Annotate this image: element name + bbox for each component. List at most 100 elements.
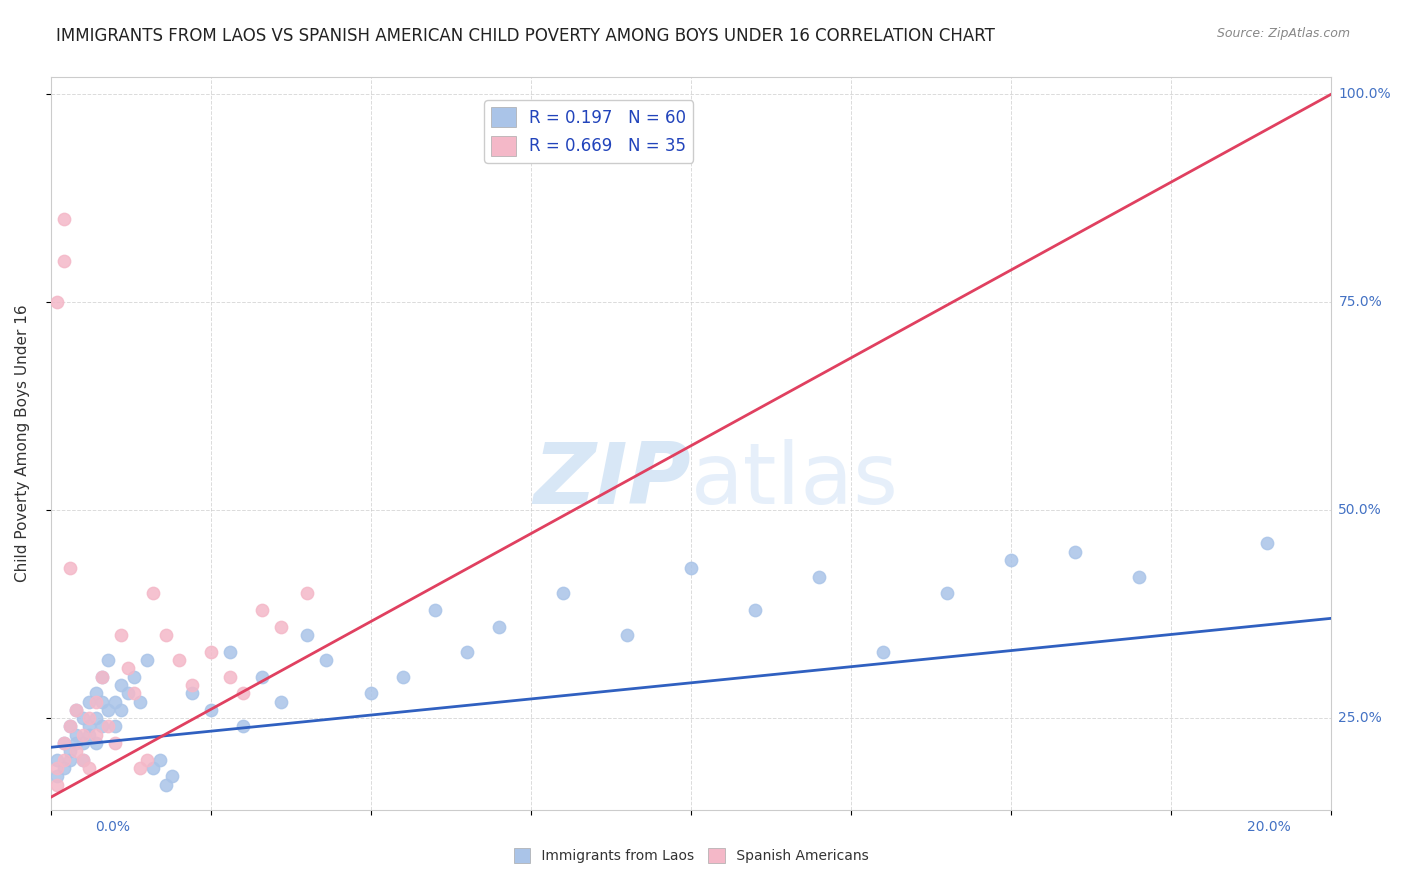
Point bbox=[104, 719, 127, 733]
Point bbox=[91, 669, 114, 683]
Point bbox=[46, 753, 69, 767]
Text: 75.0%: 75.0% bbox=[1339, 295, 1382, 310]
Point bbox=[200, 703, 222, 717]
Point bbox=[77, 728, 100, 742]
Point bbox=[117, 686, 139, 700]
Point bbox=[97, 703, 120, 717]
Point bbox=[149, 753, 172, 767]
Point bbox=[46, 761, 69, 775]
Point bbox=[616, 628, 638, 642]
Point bbox=[488, 620, 510, 634]
Text: 25.0%: 25.0% bbox=[1339, 711, 1382, 725]
Text: 100.0%: 100.0% bbox=[1339, 87, 1391, 101]
Point bbox=[232, 719, 254, 733]
Point bbox=[84, 736, 107, 750]
Text: IMMIGRANTS FROM LAOS VS SPANISH AMERICAN CHILD POVERTY AMONG BOYS UNDER 16 CORRE: IMMIGRANTS FROM LAOS VS SPANISH AMERICAN… bbox=[56, 27, 995, 45]
Point bbox=[59, 753, 82, 767]
Point bbox=[84, 694, 107, 708]
Point bbox=[77, 694, 100, 708]
Point bbox=[52, 736, 75, 750]
Point bbox=[250, 669, 273, 683]
Point bbox=[91, 669, 114, 683]
Point bbox=[65, 744, 87, 758]
Point bbox=[59, 719, 82, 733]
Point bbox=[110, 628, 132, 642]
Point bbox=[135, 653, 157, 667]
Point bbox=[129, 694, 152, 708]
Point bbox=[97, 653, 120, 667]
Point bbox=[1256, 536, 1278, 550]
Point bbox=[72, 753, 94, 767]
Point bbox=[91, 719, 114, 733]
Point bbox=[122, 669, 145, 683]
Point bbox=[808, 570, 831, 584]
Text: atlas: atlas bbox=[692, 439, 898, 522]
Point bbox=[250, 603, 273, 617]
Point bbox=[46, 769, 69, 783]
Point bbox=[270, 620, 292, 634]
Point bbox=[135, 753, 157, 767]
Point bbox=[142, 761, 165, 775]
Point bbox=[872, 644, 894, 658]
Point bbox=[59, 719, 82, 733]
Point bbox=[84, 711, 107, 725]
Point bbox=[162, 769, 184, 783]
Text: 0.0%: 0.0% bbox=[96, 820, 131, 834]
Point bbox=[423, 603, 446, 617]
Point bbox=[52, 253, 75, 268]
Point bbox=[295, 628, 318, 642]
Point bbox=[167, 653, 190, 667]
Point bbox=[219, 644, 242, 658]
Point bbox=[72, 753, 94, 767]
Point bbox=[65, 703, 87, 717]
Point bbox=[117, 661, 139, 675]
Point bbox=[936, 586, 959, 600]
Point bbox=[219, 669, 242, 683]
Point bbox=[110, 678, 132, 692]
Point bbox=[155, 628, 177, 642]
Point bbox=[65, 736, 87, 750]
Point bbox=[52, 211, 75, 226]
Legend: R = 0.197   N = 60, R = 0.669   N = 35: R = 0.197 N = 60, R = 0.669 N = 35 bbox=[484, 101, 693, 162]
Text: 20.0%: 20.0% bbox=[1247, 820, 1291, 834]
Point bbox=[84, 728, 107, 742]
Point bbox=[84, 686, 107, 700]
Point bbox=[180, 678, 202, 692]
Point bbox=[65, 728, 87, 742]
Point bbox=[91, 694, 114, 708]
Point bbox=[72, 728, 94, 742]
Text: 50.0%: 50.0% bbox=[1339, 503, 1382, 517]
Point bbox=[77, 761, 100, 775]
Point bbox=[77, 719, 100, 733]
Point bbox=[315, 653, 337, 667]
Point bbox=[59, 561, 82, 575]
Point bbox=[77, 711, 100, 725]
Point bbox=[360, 686, 382, 700]
Point bbox=[104, 694, 127, 708]
Point bbox=[200, 644, 222, 658]
Point bbox=[122, 686, 145, 700]
Point bbox=[1128, 570, 1150, 584]
Point bbox=[46, 778, 69, 792]
Point bbox=[551, 586, 574, 600]
Point bbox=[1000, 553, 1022, 567]
Y-axis label: Child Poverty Among Boys Under 16: Child Poverty Among Boys Under 16 bbox=[15, 305, 30, 582]
Point bbox=[52, 736, 75, 750]
Text: Source: ZipAtlas.com: Source: ZipAtlas.com bbox=[1216, 27, 1350, 40]
Point bbox=[97, 719, 120, 733]
Point bbox=[65, 703, 87, 717]
Point bbox=[129, 761, 152, 775]
Point bbox=[270, 694, 292, 708]
Point bbox=[392, 669, 415, 683]
Point bbox=[744, 603, 766, 617]
Point bbox=[72, 736, 94, 750]
Point bbox=[46, 295, 69, 310]
Point bbox=[681, 561, 703, 575]
Point bbox=[52, 753, 75, 767]
Point bbox=[295, 586, 318, 600]
Point bbox=[155, 778, 177, 792]
Point bbox=[1064, 545, 1087, 559]
Point bbox=[72, 711, 94, 725]
Point bbox=[180, 686, 202, 700]
Point bbox=[232, 686, 254, 700]
